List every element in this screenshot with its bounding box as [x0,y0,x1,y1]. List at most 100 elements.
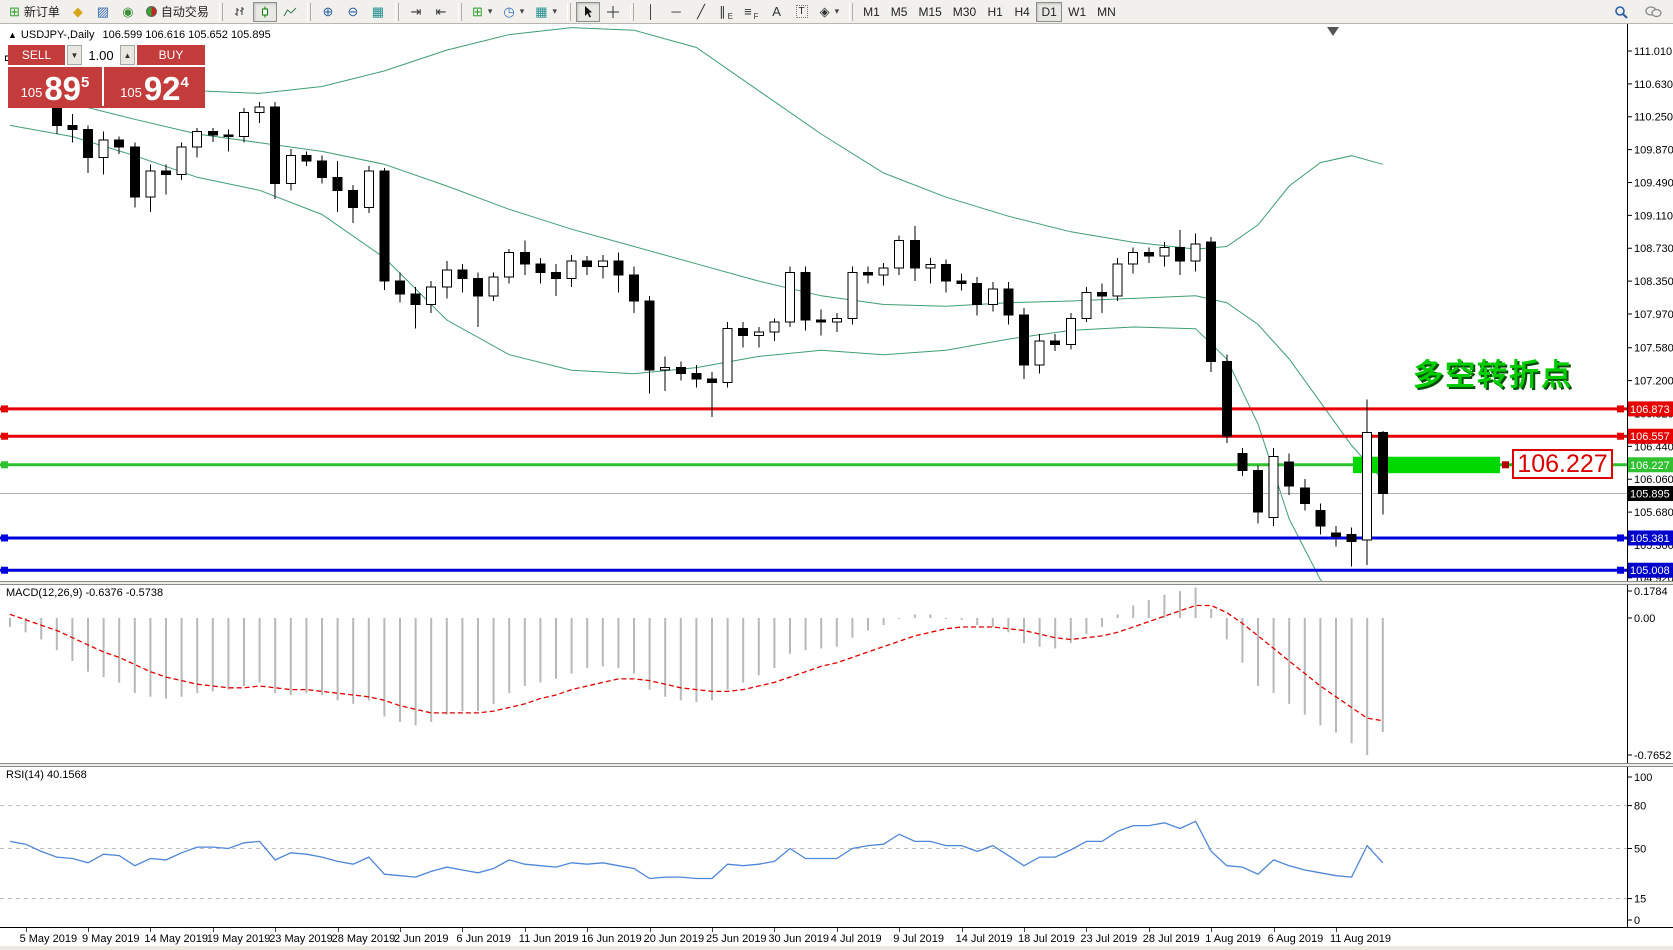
buy-button[interactable]: BUY [137,45,205,65]
candle-bearish [1315,509,1326,527]
price-callout-box[interactable]: 106.227 [1512,449,1613,479]
main-chart-panel[interactable]: 111.010 110.630 110.250 109.870 109.490 109.1… [0,24,1673,581]
date-axis-tick [712,928,713,932]
buy-price-button[interactable]: 105 92 4 [104,67,205,106]
chart-text-annotation[interactable]: 多空转折点 [1413,359,1573,392]
date-axis-tick [1273,928,1275,932]
timeframe-button-W1[interactable]: W1 [1068,4,1087,19]
macd-panel[interactable]: 0.1784 0.00 -0.7652 [0,585,1673,763]
volume-decrease-button[interactable]: ▼ [67,45,82,65]
arrows-dropdown[interactable]: ◈ ▾ [815,2,845,22]
rsi-tick-label: 100 [1634,772,1652,784]
charts-window-button[interactable]: ▨ [91,2,115,22]
price-tick-label: 108.730 [1634,243,1673,255]
date-tick-label: 30 Jun 2019 [768,933,829,945]
zoom-out-button[interactable]: ⊖ [341,2,365,22]
panel-splitter[interactable] [0,763,1673,767]
timeframe-button-M5[interactable]: M5 [890,4,908,19]
chart-shift-button[interactable]: ⇤ [429,2,453,22]
highlight-rectangle[interactable] [1353,456,1500,474]
macd-tick-label: 0.00 [1634,613,1655,625]
sell-button[interactable]: SELL [8,45,65,65]
date-axis-tick [587,928,589,932]
chevron-down-icon: ▾ [834,6,840,16]
date-tick-label: 5 May 2019 [19,933,78,945]
navigator-button[interactable]: ◉ [116,2,140,22]
sell-price-sup: 5 [81,74,90,91]
chart-shift-marker[interactable] [1327,27,1339,36]
macd-signal-line [9,604,1383,722]
date-axis-tick [524,928,526,932]
template-dropdown[interactable]: ▦ ▾ [530,2,562,22]
timeframe-button-M15[interactable]: M15 [918,4,942,19]
candle-bullish [1112,263,1123,297]
candle-bullish [504,252,515,278]
equidistant-channel-tool-button[interactable]: ∥ E [714,2,738,22]
candle-bearish [1175,246,1185,262]
candle-bearish [1097,291,1107,297]
timeframe-button-M1[interactable]: M1 [863,4,880,19]
candle-bearish [161,170,171,176]
fibonacci-tool-button[interactable]: ≡ F [739,2,763,22]
candle-bearish [457,269,468,280]
zoom-in-button[interactable]: ⊕ [316,2,340,22]
text-tool-button[interactable]: A [765,2,789,22]
candle-bearish [410,293,421,305]
zoom-out-icon: ⊖ [347,4,359,19]
cursor-button[interactable] [576,1,601,22]
timeframe-button-H1[interactable]: H1 [987,4,1003,19]
volume-increase-button[interactable]: ▲ [120,45,135,65]
chevron-down-icon: ▾ [487,6,493,16]
volume-value[interactable]: 1.00 [88,47,114,63]
date-tick-label: 14 Jul 2019 [955,933,1013,945]
search-button[interactable] [1609,2,1634,22]
date-tick-label: 28 Jul 2019 [1142,933,1200,945]
rsi-panel[interactable]: 100 80 50 15 0 [0,767,1673,927]
tile-windows-icon: ▦ [371,4,385,19]
timeframe-button-MN[interactable]: MN [1097,4,1116,19]
timeframe-button-M30[interactable]: M30 [952,4,977,19]
timeframe-button-H4[interactable]: H4 [1014,4,1030,19]
price-tick-label: 106.060 [1634,474,1673,486]
candle-bearish [270,106,281,184]
candle-bearish [114,139,125,148]
price-badge-label: 106.873 [1630,404,1670,416]
candle-bearish [1019,314,1029,366]
autotrading-button[interactable]: 自动交易 [141,2,214,22]
chat-button[interactable] [1640,2,1667,22]
timeframe-button-D1[interactable]: D1 [1036,1,1063,22]
candle-bearish [379,170,390,282]
vertical-line-tool-button[interactable]: │ [639,2,663,22]
candle-bearish [473,278,483,297]
price-tick-label: 110.630 [1634,79,1673,91]
candle-bullish [847,271,858,319]
bar-chart-type-button[interactable] [228,2,252,22]
candle-bullish [488,276,499,297]
candle-bearish [1299,487,1310,504]
line-chart-type-button[interactable] [278,2,302,22]
new-chart-dropdown[interactable]: ⊞ ▾ [467,2,497,22]
candle-bearish [1346,534,1357,543]
sell-price-button[interactable]: 105 89 5 [8,67,104,106]
crosshair-button[interactable] [601,2,625,22]
panel-splitter[interactable] [0,581,1673,585]
hline-right-anchor [1617,534,1624,542]
toolbar-separator [849,2,854,21]
text-label-tool-button[interactable]: T [790,2,814,22]
date-tick-label: 14 May 2019 [144,933,208,945]
horizontal-line-tool-button[interactable]: ─ [664,2,688,22]
trendline-tool-button[interactable]: ╱ [689,2,713,22]
market-watch-button[interactable]: ◆ [66,2,90,22]
candlestick-chart-type-button[interactable] [252,1,277,22]
new-order-button[interactable]: ⊞ 新订单 [4,2,65,22]
expand-arrow-icon[interactable]: ▲ [8,30,17,40]
cursor-icon [585,5,593,17]
period-dropdown[interactable]: ◷ ▾ [498,2,529,22]
price-badge [1628,530,1673,546]
auto-scroll-button[interactable]: ⇥ [404,2,428,22]
clock-icon: ◷ [503,4,515,19]
candle-bullish [894,239,905,269]
tile-windows-button[interactable]: ▦ [366,2,390,22]
date-tick-label: 6 Aug 2019 [1267,933,1324,945]
date-axis[interactable]: 5 May 2019 9 May 2019 14 May 2019 19 May 20… [0,928,1673,948]
